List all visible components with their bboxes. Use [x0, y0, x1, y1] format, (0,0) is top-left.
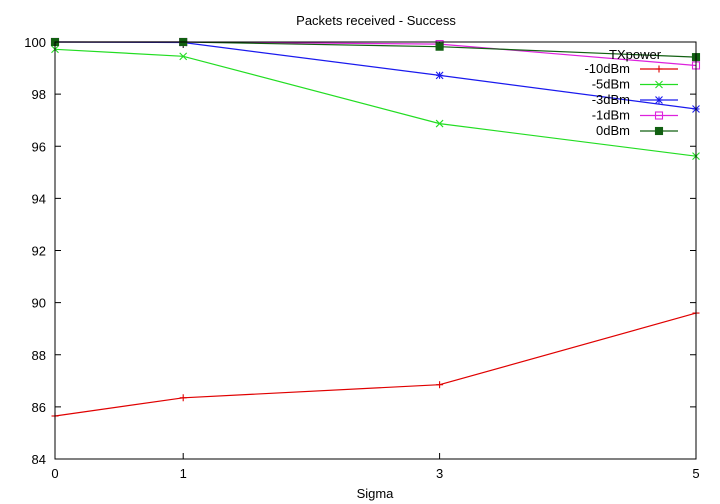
legend-title: TXpower — [609, 47, 662, 62]
y-axis: 84 86 88 90 92 94 96 98 100 — [24, 35, 696, 467]
legend-label: -10dBm — [584, 61, 630, 76]
data-point — [179, 52, 188, 61]
x-axis-label: Sigma — [357, 486, 395, 501]
y-tick-label: 92 — [32, 244, 46, 259]
legend-entry: -3dBm — [592, 92, 678, 107]
legend-label: 0dBm — [596, 123, 630, 138]
y-tick-label: 88 — [32, 348, 46, 363]
data-point — [179, 394, 187, 402]
y-tick-label: 90 — [32, 296, 46, 311]
data-point — [655, 96, 663, 104]
legend-label: -5dBm — [592, 77, 630, 92]
data-point — [435, 119, 444, 128]
legend-entry: 0dBm — [596, 123, 678, 138]
legend-label: -3dBm — [592, 92, 630, 107]
data-point — [655, 65, 663, 73]
data-point — [435, 42, 444, 51]
data-point — [655, 80, 663, 89]
y-tick-label: 98 — [32, 87, 46, 102]
legend-entry: -1dBm — [592, 108, 678, 123]
series-line — [54, 48, 697, 157]
y-tick-label: 96 — [32, 139, 46, 154]
x-tick-label: 1 — [180, 466, 187, 481]
x-tick-label: 0 — [51, 466, 58, 481]
y-tick-label: 94 — [32, 191, 46, 206]
y-tick-label: 100 — [24, 35, 46, 50]
series--10dBm — [51, 309, 700, 420]
legend-entry: -5dBm — [592, 77, 678, 92]
y-tick-label: 84 — [32, 452, 46, 467]
legend-label: -1dBm — [592, 108, 630, 123]
data-point — [654, 111, 664, 120]
chart-title: Packets received - Success — [296, 13, 456, 28]
plot-frame — [54, 41, 697, 460]
x-tick-label: 3 — [436, 466, 443, 481]
y-tick-label: 86 — [32, 400, 46, 415]
x-tick-label: 5 — [692, 466, 699, 481]
data-point — [436, 381, 444, 389]
series-line — [54, 312, 697, 417]
data-point — [654, 126, 664, 136]
data-point — [435, 71, 444, 80]
legend-entry: -10dBm — [584, 61, 678, 76]
